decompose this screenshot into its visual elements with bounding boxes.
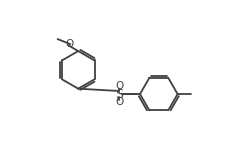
Text: O: O [65, 39, 73, 49]
Text: S: S [115, 88, 123, 101]
Text: O: O [115, 97, 123, 107]
Text: O: O [115, 81, 123, 91]
